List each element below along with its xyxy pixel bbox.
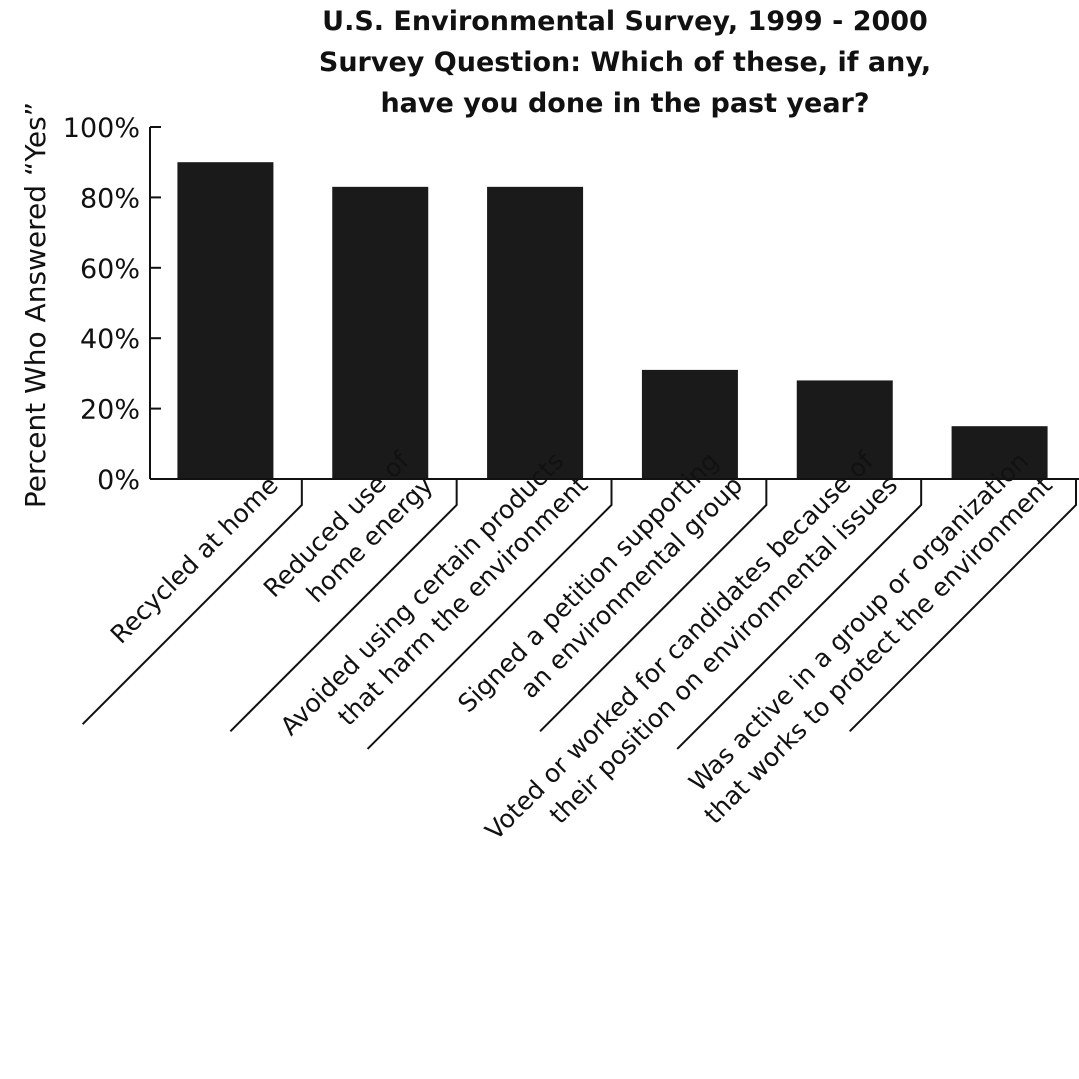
y-tick-label: 80% [80, 183, 140, 214]
bar [641, 369, 738, 479]
axes [149, 127, 1079, 480]
bars [177, 162, 1048, 479]
category-tick-line [676, 479, 923, 750]
y-tick-label: 60% [80, 254, 140, 285]
bar [487, 186, 584, 479]
category-tick-line [81, 479, 303, 725]
category-tick-line [229, 479, 458, 732]
y-axis-label: Percent Who Answered “Yes” [19, 102, 52, 508]
y-tick-label: 20% [80, 395, 140, 426]
y-axis-ticks: 0% 20% 40% 60% 80% 100% [63, 113, 161, 496]
chart-title-line-1: U.S. Environmental Survey, 1999 - 2000 [322, 6, 928, 37]
y-tick-label: 40% [80, 324, 140, 355]
category-label: Recycled at home [105, 470, 284, 649]
y-tick-label: 100% [63, 113, 140, 144]
category-tick-line [539, 479, 768, 732]
bar [796, 380, 893, 479]
chart-title: U.S. Environmental Survey, 1999 - 2000 S… [319, 6, 931, 119]
bar [332, 186, 429, 479]
chart-title-line-2: Survey Question: Which of these, if any, [319, 47, 931, 78]
category-label: that works to protect the environment [699, 470, 1058, 829]
category-tick-line [366, 479, 613, 750]
chart-title-line-3: have you done in the past year? [380, 88, 869, 119]
bar [177, 162, 274, 479]
category-tick-line [849, 479, 1077, 732]
bar [951, 426, 1048, 479]
y-tick-label: 0% [97, 465, 140, 496]
